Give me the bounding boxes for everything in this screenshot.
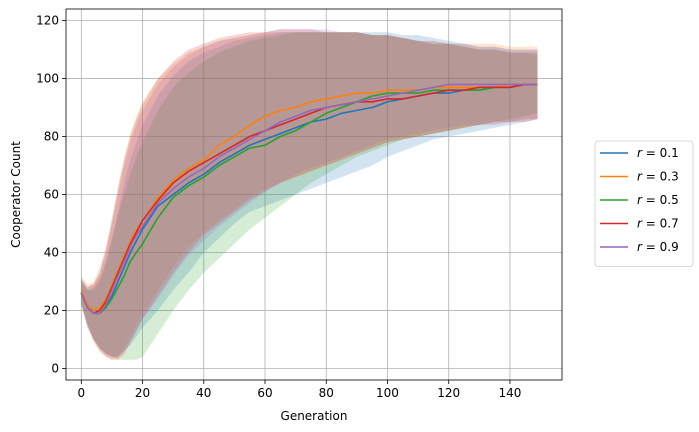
confidence-band [81, 32, 538, 360]
y-tick-label: 100 [36, 72, 59, 86]
legend-label: r = 0.3 [637, 170, 679, 184]
legend-label: r = 0.7 [637, 217, 679, 231]
y-tick-label: 60 [44, 188, 59, 202]
x-axis-label: Generation [281, 409, 348, 423]
series-line [80, 83, 538, 315]
x-tick-label: 80 [319, 386, 334, 400]
legend-frame [594, 140, 694, 267]
y-tick-label: 20 [44, 303, 59, 317]
legend-label: r = 0.9 [637, 240, 679, 254]
y-axis-label: Cooperator Count [9, 141, 23, 248]
confidence-band [81, 29, 538, 360]
legend-label: r = 0.1 [637, 146, 679, 160]
series-line [80, 83, 538, 315]
grid [66, 9, 562, 380]
x-tick-label: 60 [257, 386, 272, 400]
y-tick-label: 40 [44, 245, 59, 259]
x-tick-label: 100 [376, 386, 399, 400]
axis-ticks: 0 20 40 60 80 100 120 140 0 20 40 60 80 100 120 [36, 14, 521, 400]
legend: r = 0.1 r = 0.3 r = 0.5 r = 0.7 r = 0.9 [594, 140, 694, 267]
y-tick-label: 0 [51, 361, 59, 375]
confidence-band [81, 32, 538, 360]
series-line [80, 83, 538, 312]
legend-label: r = 0.5 [637, 193, 679, 207]
x-tick-label: 0 [77, 386, 85, 400]
x-tick-label: 40 [196, 386, 211, 400]
x-tick-label: 120 [437, 386, 460, 400]
x-tick-label: 140 [498, 386, 521, 400]
y-tick-label: 120 [36, 14, 59, 28]
x-tick-label: 20 [135, 386, 150, 400]
confidence-bands [81, 29, 538, 360]
confidence-band [81, 32, 538, 357]
y-tick-label: 80 [44, 130, 59, 144]
series-lines [80, 83, 538, 315]
confidence-band [81, 29, 538, 357]
